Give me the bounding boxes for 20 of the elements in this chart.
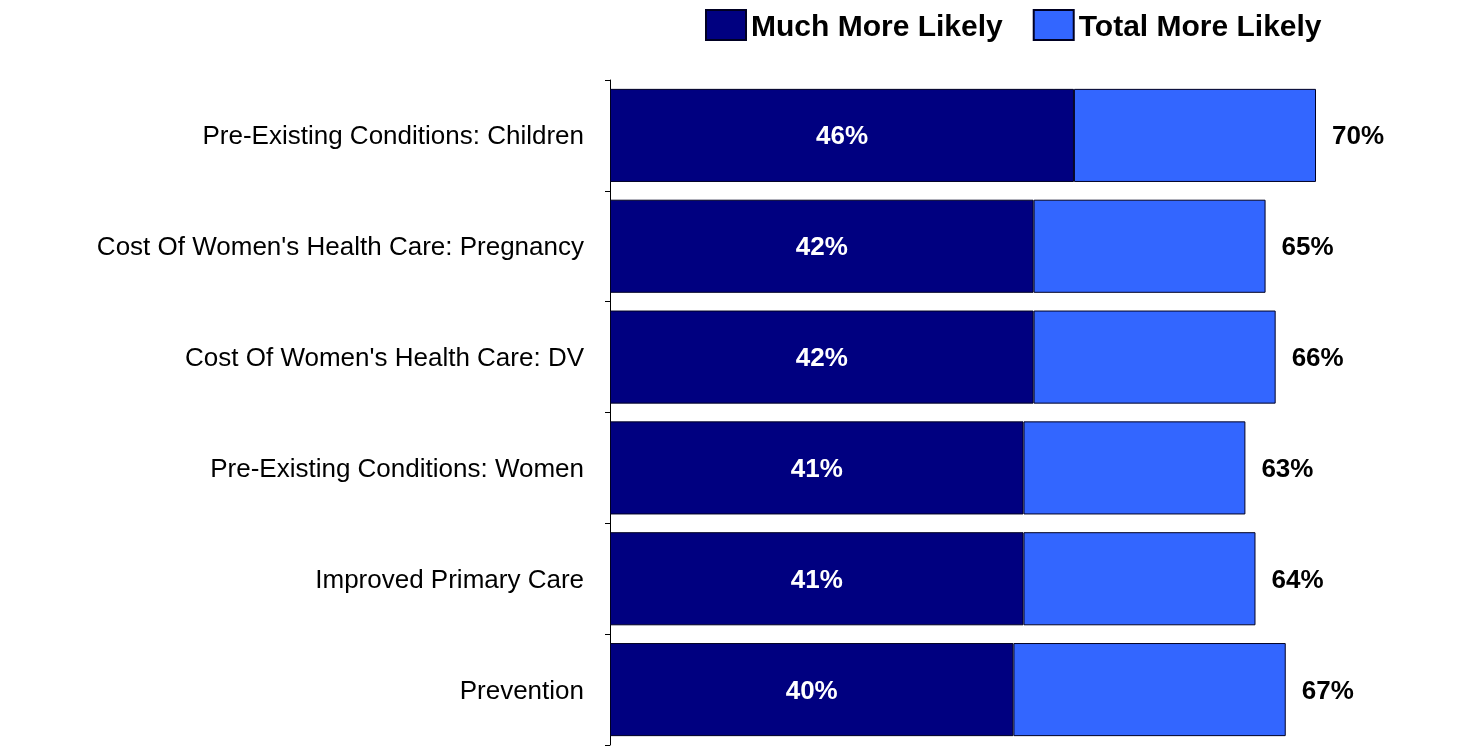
y-tick-label: Pre-Existing Conditions: Women bbox=[210, 452, 584, 483]
total-label: 70% bbox=[1332, 120, 1385, 151]
y-tick-label: Pre-Existing Conditions: Children bbox=[202, 120, 584, 151]
data-label: 46% bbox=[815, 120, 868, 151]
legend-label: Much More Likely bbox=[751, 8, 1004, 42]
data-label: 42% bbox=[795, 342, 848, 373]
data-label: 42% bbox=[795, 231, 848, 262]
data-label: 41% bbox=[790, 563, 843, 594]
y-tick-label: Improved Primary Care bbox=[315, 563, 584, 594]
total-label: 63% bbox=[1261, 452, 1314, 483]
y-tick-label: Cost Of Women's Health Care: DV bbox=[185, 342, 585, 373]
total-label: 64% bbox=[1271, 563, 1324, 594]
y-tick-label: Cost Of Women's Health Care: Pregnancy bbox=[96, 231, 584, 262]
total-label: 67% bbox=[1301, 674, 1354, 705]
total-label: 65% bbox=[1281, 231, 1334, 262]
total-label: 66% bbox=[1291, 342, 1344, 373]
y-tick-label: Prevention bbox=[459, 674, 584, 705]
data-label: 41% bbox=[790, 452, 843, 483]
data-label: 40% bbox=[785, 674, 838, 705]
legend-label: Total More Likely bbox=[1078, 8, 1322, 42]
